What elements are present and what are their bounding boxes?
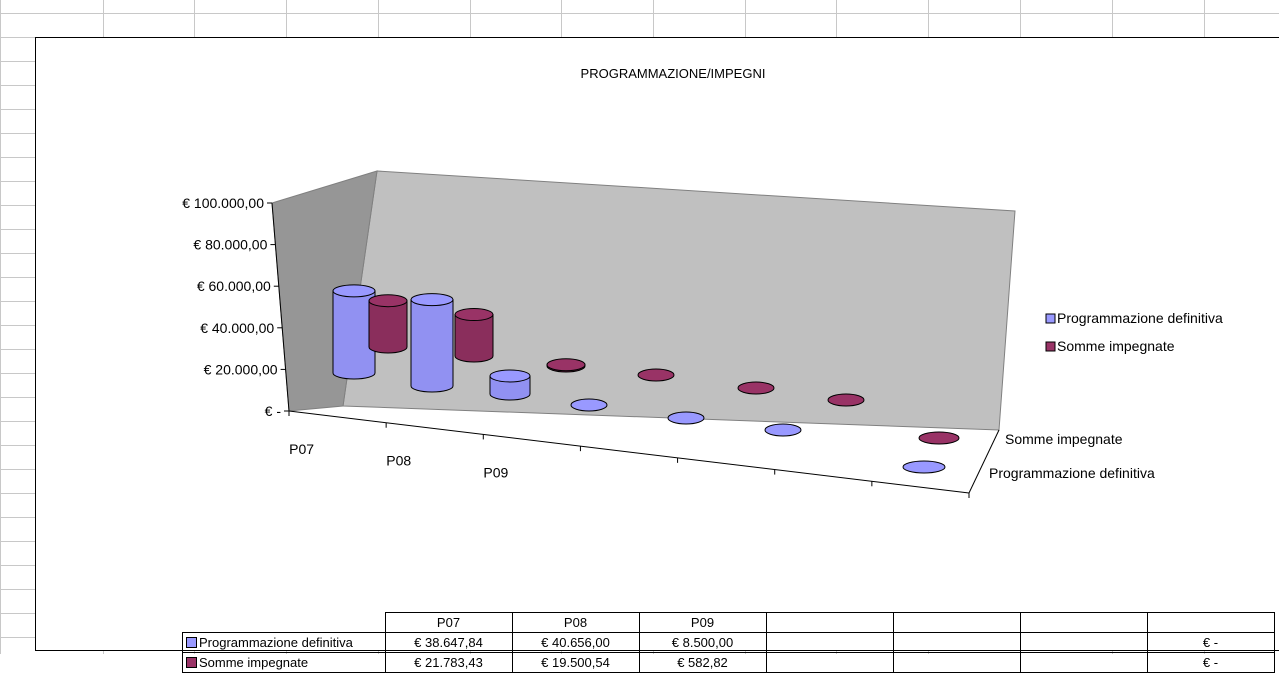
cylinder-bar xyxy=(764,423,802,437)
cylinder-bar xyxy=(489,369,531,401)
y-axis xyxy=(271,202,290,412)
table-cell: € 40.656,00 xyxy=(511,632,640,653)
table-cell: € - xyxy=(1146,652,1275,673)
cylinder-side xyxy=(410,299,454,393)
cylinder-bar xyxy=(454,308,494,363)
x-category-label: P07 xyxy=(289,441,314,457)
chart-title: PROGRAMMAZIONE/IMPEGNI xyxy=(581,66,766,81)
cylinder-bar xyxy=(410,293,454,393)
cylinder-top xyxy=(368,294,408,308)
table-header: P07 xyxy=(384,612,513,633)
table-cell xyxy=(1019,632,1148,653)
legend-swatch xyxy=(1045,313,1056,324)
cylinder-top xyxy=(332,284,376,298)
chart-frame: PROGRAMMAZIONE/IMPEGNI € 100.000,00 € 80.… xyxy=(35,37,1279,673)
chart-legend: Programmazione definitiva Somme impegnate xyxy=(1031,310,1279,376)
table-header xyxy=(1146,612,1275,633)
cylinder-top xyxy=(637,368,675,382)
x-category-label: P09 xyxy=(483,464,508,480)
cylinder-side xyxy=(332,290,376,380)
table-cell xyxy=(765,652,894,673)
cylinder-bar xyxy=(368,294,408,354)
legend-label: Somme impegnate xyxy=(1057,338,1175,354)
table-cell xyxy=(892,652,1021,673)
table-cell: € - xyxy=(1146,632,1275,653)
legend-swatch xyxy=(1045,341,1056,352)
depth-axis-label: Programmazione definitiva xyxy=(989,465,1155,481)
depth-axis-label: Somme impegnate xyxy=(1005,431,1123,447)
table-cell: € 582,82 xyxy=(638,652,767,673)
cylinder-bar xyxy=(902,460,946,474)
cylinder-top xyxy=(546,358,586,372)
cylinder-side xyxy=(368,300,408,354)
y-tick-label: € 20.000,00 xyxy=(204,361,278,377)
row-label-text: Somme impegnate xyxy=(199,655,309,670)
row-label: Programmazione definitiva xyxy=(182,632,386,653)
cylinder-top xyxy=(902,460,946,474)
cylinder-bar xyxy=(918,431,960,445)
depth-axis xyxy=(968,429,1000,494)
cylinder-bar xyxy=(546,358,586,373)
cylinder-top xyxy=(489,369,531,383)
series-group xyxy=(332,284,946,474)
cylinder-bar xyxy=(737,381,775,395)
series-group xyxy=(368,294,960,445)
x-axis xyxy=(288,410,970,494)
cylinder-top xyxy=(410,293,454,307)
table-header xyxy=(892,612,1021,633)
cylinder-top xyxy=(454,308,494,322)
table-cell xyxy=(892,632,1021,653)
table-row: Programmazione definitiva € 38.647,84 € … xyxy=(182,632,1275,653)
table-cell xyxy=(765,632,894,653)
table-cell: € 19.500,54 xyxy=(511,652,640,673)
table-cell xyxy=(1019,652,1148,673)
table-header xyxy=(1019,612,1148,633)
cylinder-bar xyxy=(637,368,675,382)
cylinder-bar xyxy=(332,284,376,380)
y-tick-label: € 80.000,00 xyxy=(193,237,267,253)
cylinder-top xyxy=(570,398,608,412)
cylinder-bar xyxy=(570,398,608,412)
y-tick-label: € 60.000,00 xyxy=(197,278,271,294)
legend-swatch xyxy=(186,637,197,648)
cylinder-top xyxy=(764,423,802,437)
table-header: P08 xyxy=(511,612,640,633)
table-cell: € 8.500,00 xyxy=(638,632,767,653)
row-label-text: Programmazione definitiva xyxy=(199,635,353,650)
legend-swatch xyxy=(186,657,197,668)
table-row: Somme impegnate € 21.783,43 € 19.500,54 … xyxy=(182,652,1275,673)
data-table: P07 P08 P09 Programmazione definitiva € … xyxy=(182,612,1275,673)
legend-label: Programmazione definitiva xyxy=(1057,310,1223,326)
cylinder-top xyxy=(667,411,705,425)
y-tick-label: € - xyxy=(265,403,282,419)
cylinder-bar xyxy=(667,411,705,425)
cylinder-top xyxy=(918,431,960,445)
table-cell: € 38.647,84 xyxy=(384,632,513,653)
row-label: Somme impegnate xyxy=(182,652,386,673)
cylinder-side xyxy=(489,375,531,401)
cylinder-bar xyxy=(827,393,865,407)
cylinder-top xyxy=(737,381,775,395)
table-header: P09 xyxy=(638,612,767,633)
cylinder-side xyxy=(454,314,494,363)
y-tick-label: € 40.000,00 xyxy=(200,320,274,336)
chart-plot: PROGRAMMAZIONE/IMPEGNI € 100.000,00 € 80.… xyxy=(182,66,1279,498)
cylinder-top xyxy=(827,393,865,407)
table-corner xyxy=(183,613,386,633)
table-header xyxy=(765,612,894,633)
y-tick-label: € 100.000,00 xyxy=(182,195,264,211)
x-category-label: P08 xyxy=(386,453,411,469)
table-cell: € 21.783,43 xyxy=(384,652,513,673)
